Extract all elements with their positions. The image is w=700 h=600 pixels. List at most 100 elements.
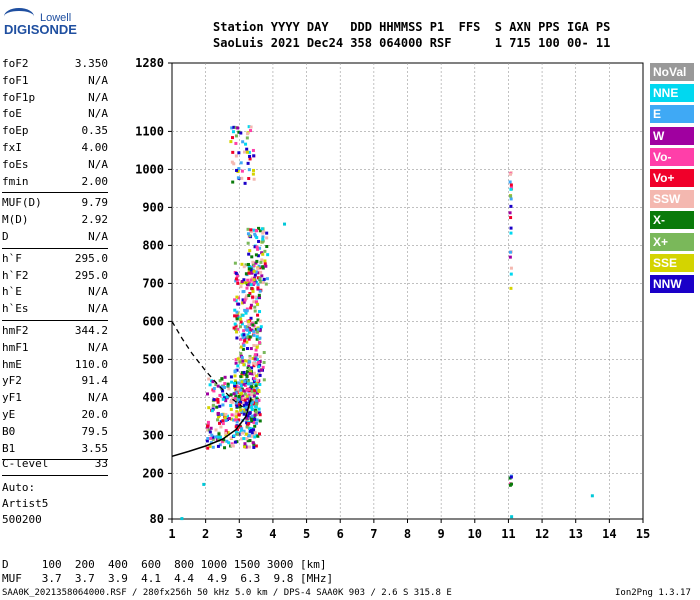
param-name: foF1 <box>2 73 29 87</box>
echo-point <box>252 300 256 304</box>
echo-point <box>252 154 256 158</box>
echo-point <box>245 147 249 151</box>
echo-point <box>509 226 513 230</box>
echo-point <box>252 281 256 285</box>
echo-point <box>258 419 262 423</box>
echo-point <box>250 385 254 389</box>
param-row: h`F 295.0 <box>2 252 108 268</box>
echo-point <box>222 386 226 390</box>
echo-point <box>256 267 260 271</box>
echo-point <box>224 412 228 416</box>
echo-point <box>245 136 249 140</box>
echo-point <box>253 417 257 421</box>
echo-point <box>220 413 224 417</box>
echo-point <box>245 370 249 374</box>
echo-point <box>244 311 248 315</box>
echo-point <box>247 393 251 397</box>
echo-point <box>246 227 250 231</box>
echo-point <box>248 354 252 358</box>
echo-point <box>509 216 513 220</box>
echo-point <box>249 416 253 420</box>
echo-point <box>243 411 247 415</box>
echo-point <box>247 283 251 287</box>
echo-point <box>249 129 253 133</box>
param-name: h`F2 <box>2 268 29 282</box>
echo-point <box>243 181 247 185</box>
echo-point <box>239 352 243 356</box>
echo-point <box>250 405 254 409</box>
echo-point <box>205 428 209 432</box>
echo-point <box>234 425 238 429</box>
footer-version: Ion2Png 1.3.17 <box>615 588 691 598</box>
echo-point <box>180 517 184 521</box>
param-value: 20.0 <box>81 408 109 421</box>
echo-point <box>245 388 249 392</box>
echo-point <box>243 337 247 341</box>
muf-row: MUF 3.7 3.7 3.9 4.1 4.4 4.9 6.3 9.8 [MHz… <box>2 572 334 585</box>
echo-point <box>252 344 256 348</box>
echo-point <box>234 134 238 138</box>
echo-point <box>240 176 244 180</box>
echo-point <box>257 293 261 297</box>
echo-point <box>240 373 244 377</box>
echo-point <box>231 150 235 154</box>
echo-point <box>250 281 254 285</box>
echo-point <box>266 253 270 257</box>
echo-point <box>257 226 261 230</box>
echo-point <box>229 400 233 404</box>
echo-point <box>202 482 206 486</box>
echo-point <box>245 340 249 344</box>
echo-point <box>235 428 239 432</box>
echo-point <box>247 387 251 391</box>
echo-point <box>224 429 228 433</box>
param-row: fmin 2.00 <box>2 175 108 191</box>
echo-point <box>253 353 257 357</box>
echo-point <box>261 237 265 241</box>
echo-point <box>508 250 512 254</box>
echo-point <box>249 398 253 402</box>
echo-point <box>246 439 250 443</box>
legend-item: SSE <box>650 253 694 272</box>
echo-point <box>242 329 246 333</box>
echo-point <box>239 388 243 392</box>
echo-point <box>508 211 512 215</box>
y-tick-label: 300 <box>142 428 164 442</box>
param-name: fmin <box>2 174 29 188</box>
echo-point <box>249 386 253 390</box>
y-tick-label: 500 <box>142 352 164 366</box>
echo-point <box>249 125 253 129</box>
echo-point <box>255 397 259 401</box>
echo-point <box>260 251 264 255</box>
echo-point <box>242 278 246 282</box>
echo-point <box>259 270 263 274</box>
echo-point <box>234 430 238 434</box>
echo-point <box>245 421 249 425</box>
echo-point <box>221 403 225 407</box>
echo-point <box>264 282 268 286</box>
echo-point <box>218 443 222 447</box>
echo-point <box>208 430 212 434</box>
echo-point <box>241 335 245 339</box>
echo-point <box>224 399 228 403</box>
echo-point <box>253 309 257 313</box>
echo-point <box>226 431 230 435</box>
echo-point <box>252 269 256 273</box>
echo-point <box>230 160 234 164</box>
echo-point <box>238 405 242 409</box>
echo-point <box>255 387 259 391</box>
x-tick-label: 10 <box>468 527 482 541</box>
echo-point <box>207 377 211 381</box>
y-tick-label: 1280 <box>135 56 164 70</box>
param-value: 3.55 <box>81 441 109 455</box>
echo-point <box>250 408 254 412</box>
echo-point <box>229 436 233 440</box>
echo-point <box>254 408 258 412</box>
legend-item: SSW <box>650 190 694 209</box>
echo-point <box>231 180 235 184</box>
echo-point <box>235 274 239 278</box>
echo-point <box>239 375 243 379</box>
echo-point <box>247 294 251 298</box>
echo-point <box>247 421 251 425</box>
echo-point <box>233 418 237 422</box>
